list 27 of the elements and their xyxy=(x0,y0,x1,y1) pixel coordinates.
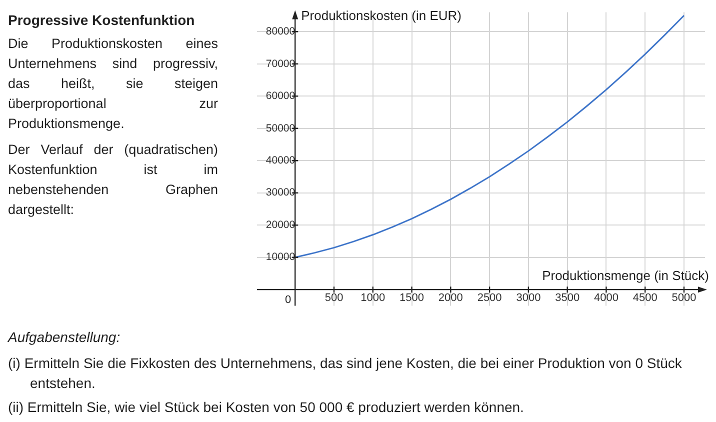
x-tick-label: 1000 xyxy=(360,292,386,304)
text: (i) Ermitteln Sie die Fixkosten des Unternehmens, das sind jene Kosten, die bei einer Produktion von 0 Stück entstehen. xyxy=(8,354,683,393)
y-tick-label: 80000 xyxy=(266,26,296,38)
x-tick-label: 2500 xyxy=(477,292,502,304)
y-tick-label: 30000 xyxy=(266,186,296,199)
text: (ii) Ermitteln Sie, wie viel Stück bei Kosten von 50 000 € produziert werden können. xyxy=(8,398,525,417)
y-tick-label: 40000 xyxy=(266,154,296,167)
x-tick-label: 3500 xyxy=(555,292,580,304)
x-tick-label: 500 xyxy=(324,292,344,304)
x-tick-label: 1500 xyxy=(400,292,424,304)
x-axis-title: Produktionsmenge (in Stück) xyxy=(542,268,709,284)
x-tick-label: 0 xyxy=(284,294,292,306)
text: Die Produktionskosten eines Unternehmens sind progressiv, das heißt, sie steigen überproportional zur Produktionsmenge. xyxy=(8,35,218,133)
x-tick-label: 3000 xyxy=(516,292,541,304)
text: Progressive Kostenfunktion xyxy=(8,11,196,30)
text: Der Verlauf der (quadratischen) Kostenfunktion ist im nebenstehenden Graphen dargestellt: xyxy=(8,141,218,219)
y-tick-label: 20000 xyxy=(266,218,296,231)
x-tick-label: 5000 xyxy=(672,292,696,304)
y-tick-label: 10000 xyxy=(266,251,296,264)
y-tick-label: 70000 xyxy=(266,58,296,70)
y-tick-label: 50000 xyxy=(266,122,296,134)
x-tick-label: 4000 xyxy=(594,292,618,304)
y-axis-title: Produktionskosten (in EUR) xyxy=(301,8,462,23)
x-tick-label: 2000 xyxy=(438,292,463,304)
y-tick-label: 60000 xyxy=(266,90,296,102)
x-tick-label: 4500 xyxy=(632,292,658,304)
text: Aufgabenstellung: xyxy=(8,328,122,347)
